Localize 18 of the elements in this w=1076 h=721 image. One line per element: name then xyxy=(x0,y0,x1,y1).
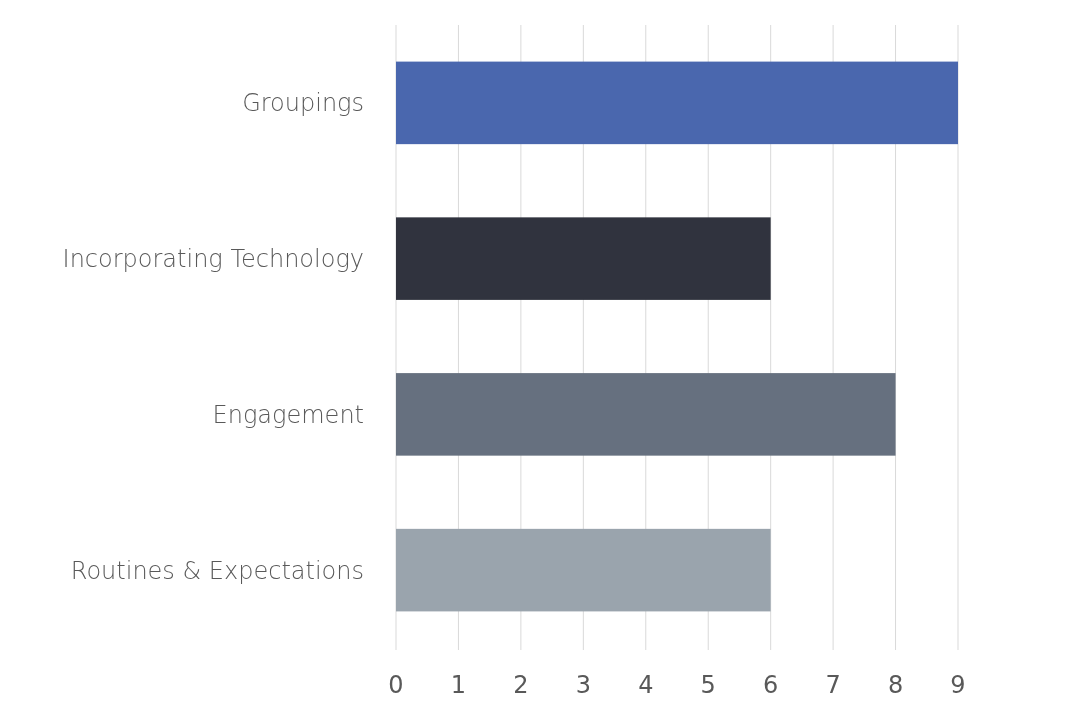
x-tick-label: 2 xyxy=(513,671,529,699)
x-tick-label: 9 xyxy=(950,671,966,699)
x-tick-label: 4 xyxy=(638,671,654,699)
bar xyxy=(396,373,896,456)
x-tick-label: 8 xyxy=(887,671,904,699)
x-tick-label: 5 xyxy=(700,671,716,699)
y-tick-label: Groupings xyxy=(242,89,364,118)
x-tick-label: 1 xyxy=(450,671,467,699)
x-tick-label: 6 xyxy=(763,671,779,699)
y-tick-label: Incorporating Technology xyxy=(62,245,364,274)
y-tick-label: Routines & Expectations xyxy=(70,556,364,585)
y-tick-label: Engagement xyxy=(212,400,364,429)
bar xyxy=(396,528,771,612)
bar xyxy=(396,217,771,300)
x-tick-label: 7 xyxy=(825,671,841,699)
x-tick-label: 3 xyxy=(575,671,591,699)
x-tick-label: 0 xyxy=(388,671,404,699)
bar xyxy=(396,61,958,145)
